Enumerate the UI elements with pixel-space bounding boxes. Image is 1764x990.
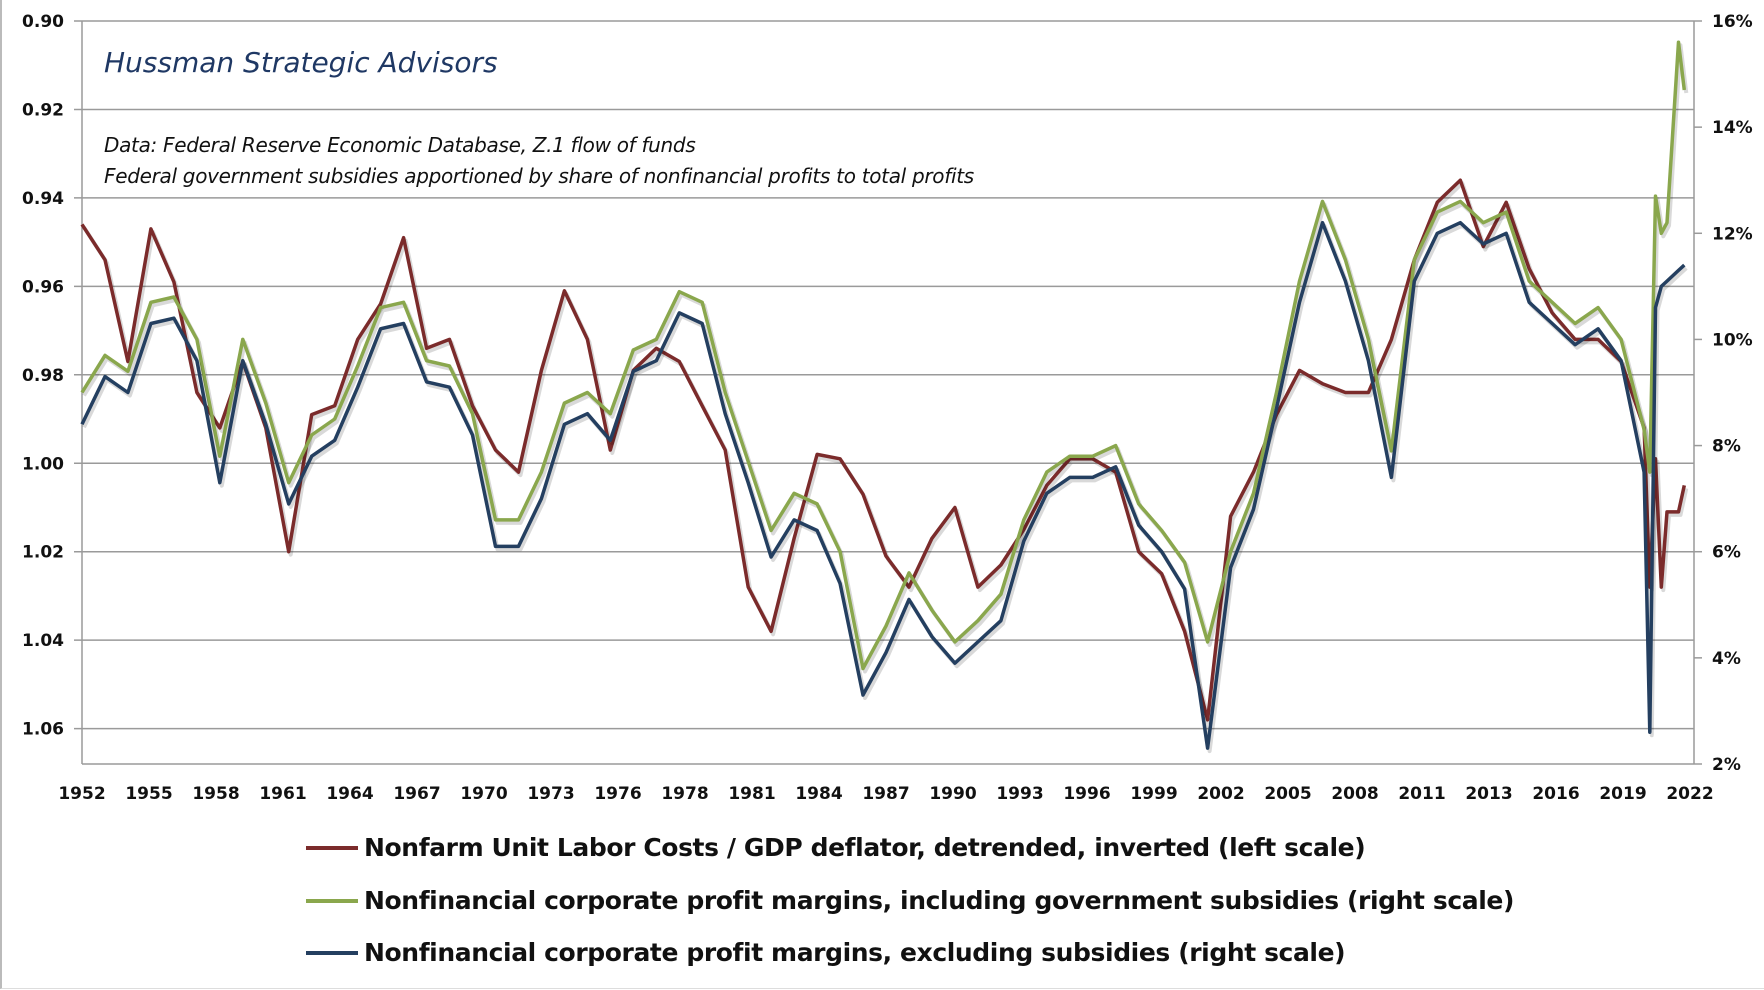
x-tick-label: 1967 [393,784,440,804]
x-tick-label: 2008 [1331,784,1378,804]
right-tick-label: 14% [1712,118,1753,138]
x-tick-label: 1993 [996,784,1043,804]
right-tick-label: 2% [1712,755,1741,775]
x-tick-label: 1952 [58,784,105,804]
legend-label: Nonfinancial corporate profit margins, i… [364,886,1514,915]
x-tick-label: 2002 [1197,784,1244,804]
x-tick-label: 1978 [661,784,708,804]
series-line-1 [80,40,1687,671]
x-tick-label: 1958 [192,784,239,804]
x-tick-label: 2019 [1599,784,1646,804]
left-tick-label: 0.94 [22,189,64,209]
legend-label: Nonfarm Unit Labor Costs / GDP deflator,… [364,833,1366,862]
subsidy-note: Federal government subsidies apportioned… [104,164,974,188]
series-shadow-2 [82,223,1688,754]
legend-swatch-red [306,845,358,850]
x-tick-label: 2013 [1465,784,1512,804]
left-tick-label: 1.06 [22,720,64,740]
x-tick-label: 2022 [1666,784,1713,804]
x-tick-label: 1987 [862,784,909,804]
legend-swatch-green [306,898,358,903]
right-tick-label: 4% [1712,649,1741,669]
source-annotation: Data: Federal Reserve Economic Database,… [104,133,696,157]
legend-swatch-blue [306,950,358,955]
left-tick-label: 0.98 [22,366,64,386]
right-tick-label: 16% [1712,12,1753,32]
left-tick-label: 0.96 [22,277,64,297]
brand-annotation: Hussman Strategic Advisors [104,46,498,79]
right-tick-label: 12% [1712,224,1753,244]
x-tick-label: 2005 [1264,784,1311,804]
left-tick-label: 1.00 [22,454,64,474]
left-tick-label: 1.04 [22,631,64,651]
x-tick-label: 1955 [125,784,172,804]
x-tick-label: 1964 [326,784,373,804]
x-tick-label: 1976 [594,784,641,804]
left-tick-label: 1.02 [22,543,64,563]
x-tick-label: 2016 [1532,784,1579,804]
x-tick-label: 1990 [929,784,976,804]
right-tick-label: 6% [1712,543,1741,563]
x-tick-label: 1996 [1063,784,1110,804]
x-tick-label: 1970 [460,784,507,804]
x-tick-label: 1981 [728,784,775,804]
x-tick-label: 1999 [1130,784,1177,804]
legend-label: Nonfinancial corporate profit margins, e… [364,938,1346,967]
series-shadow-0 [82,181,1689,725]
x-tick-label: 1973 [527,784,574,804]
right-tick-label: 10% [1712,330,1753,350]
left-tick-label: 0.92 [22,100,64,120]
x-tick-label: 1984 [795,784,842,804]
right-tick-label: 8% [1712,437,1741,457]
x-tick-label: 2011 [1398,784,1445,804]
legend-item-margins-excl: Nonfinancial corporate profit margins, e… [306,938,1346,967]
left-tick-label: 0.90 [22,12,64,32]
legend-item-margins-incl: Nonfinancial corporate profit margins, i… [306,886,1514,915]
x-tick-label: 1961 [259,784,306,804]
legend-item-labor-costs: Nonfarm Unit Labor Costs / GDP deflator,… [306,833,1366,862]
series-line-2 [80,220,1686,750]
